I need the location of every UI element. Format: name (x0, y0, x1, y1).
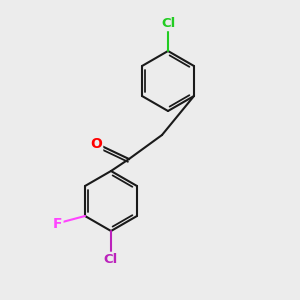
Text: O: O (90, 137, 102, 151)
Text: F: F (53, 217, 62, 230)
Text: Cl: Cl (104, 253, 118, 266)
Text: Cl: Cl (161, 17, 175, 30)
